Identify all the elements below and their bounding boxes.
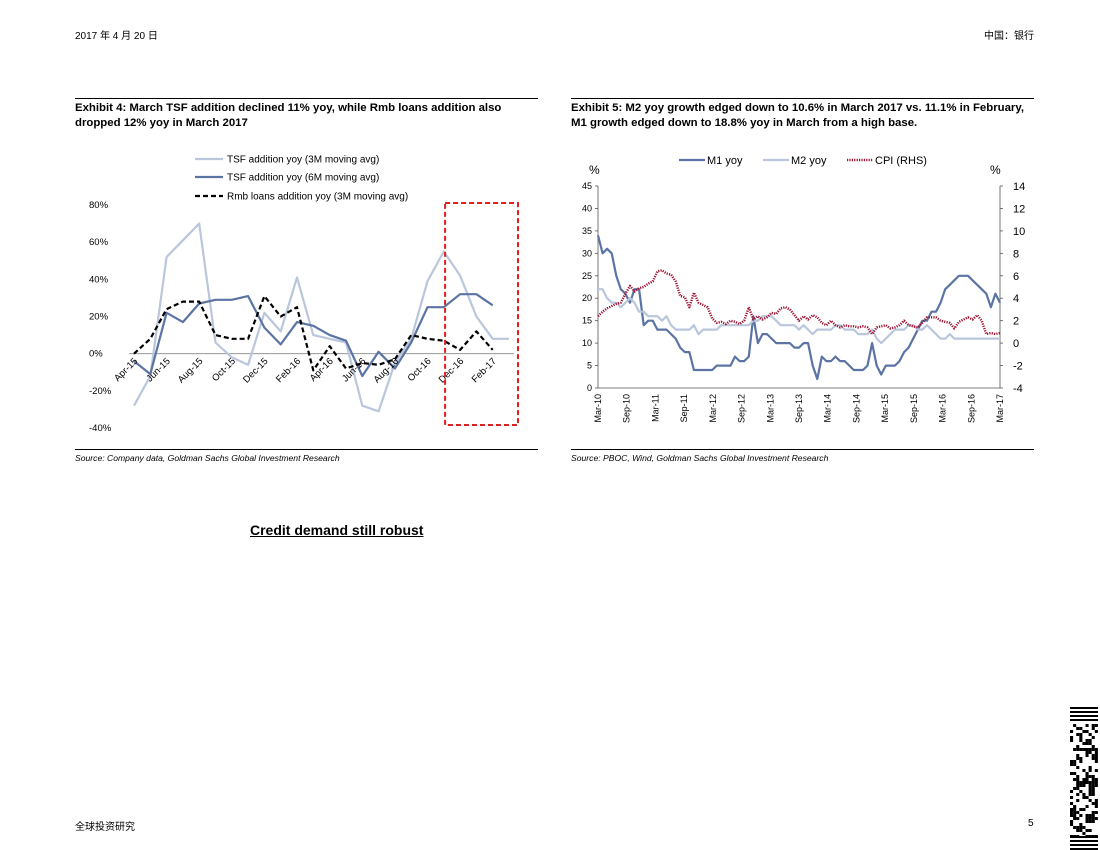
y-tick-label: 0 bbox=[587, 383, 592, 393]
exhibit-5: Exhibit 5: M2 yoy growth edged down to 1… bbox=[571, 98, 1034, 131]
x-tick-label: Apr-15 bbox=[112, 356, 140, 384]
y-tick-label: 10 bbox=[582, 338, 592, 348]
y-tick-label: 45 bbox=[582, 181, 592, 191]
legend-label-1: M1 yoy bbox=[707, 155, 743, 167]
y-right-axis-unit: % bbox=[990, 163, 1001, 177]
exhibit-4: Exhibit 4: March TSF addition declined 1… bbox=[75, 98, 538, 131]
x-tick-label: Mar-11 bbox=[650, 394, 660, 422]
y-right-tick-label: 2 bbox=[1013, 316, 1019, 328]
x-tick-label: Dec-16 bbox=[437, 356, 466, 385]
y-right-tick-label: 12 bbox=[1013, 203, 1025, 215]
exhibit-4-source: Source: Company data, Goldman Sachs Glob… bbox=[75, 449, 538, 463]
x-tick-label: Mar-12 bbox=[708, 394, 718, 423]
y-tick-label: 20 bbox=[582, 293, 592, 303]
y-axis-unit: % bbox=[589, 163, 600, 177]
y-right-tick-label: 10 bbox=[1013, 226, 1025, 238]
section-heading: Credit demand still robust bbox=[250, 522, 424, 538]
series-line-2 bbox=[598, 288, 1000, 345]
x-tick-label: Aug-15 bbox=[176, 356, 205, 385]
series-line-3 bbox=[597, 269, 1001, 336]
x-tick-label: Apr-16 bbox=[308, 356, 336, 384]
series-line-2 bbox=[133, 293, 494, 378]
y-tick-label: -20% bbox=[89, 386, 112, 397]
y-tick-label: 35 bbox=[582, 226, 592, 236]
legend-label-3: CPI (RHS) bbox=[875, 155, 927, 167]
money-supply-chart: 0 5 10 15 20 25 30 35 40 45 -4 -2 0 2 4 6 8 10 12 14% % Mar-1… bbox=[582, 155, 1025, 423]
x-tick-label: Sep-11 bbox=[679, 394, 689, 422]
y-tick-label: 25 bbox=[582, 271, 592, 281]
x-tick-label: Sep-14 bbox=[851, 394, 861, 423]
x-tick-label: Jun-15 bbox=[144, 356, 172, 384]
footer-label: 全球投资研究 bbox=[75, 822, 135, 833]
qr-code-icon bbox=[1068, 707, 1100, 850]
x-tick-label: Feb-16 bbox=[274, 356, 303, 385]
highlight-box bbox=[444, 202, 519, 426]
legend-label-2: M2 yoy bbox=[791, 155, 827, 167]
exhibit-4-title: Exhibit 4: March TSF addition declined 1… bbox=[75, 102, 502, 129]
y-right-tick-label: 14 bbox=[1013, 181, 1025, 193]
x-tick-label: Mar-10 bbox=[593, 394, 603, 423]
y-tick-label: 15 bbox=[582, 316, 592, 326]
page-number: 5 bbox=[1028, 818, 1034, 829]
sector-label: 中国：银行 bbox=[984, 31, 1034, 42]
x-tick-label: Oct-16 bbox=[406, 356, 434, 384]
y-right-tick-label: 6 bbox=[1013, 271, 1019, 283]
y-right-tick-label: 0 bbox=[1013, 338, 1019, 350]
y-tick-label: 30 bbox=[582, 248, 592, 258]
y-right-tick-label: -2 bbox=[1013, 361, 1023, 373]
series-line-1 bbox=[596, 235, 1001, 381]
x-tick-label: Mar-13 bbox=[765, 394, 775, 423]
y-tick-label: 40% bbox=[89, 274, 109, 285]
y-tick-label: 5 bbox=[587, 361, 592, 371]
tsf-chart: 80% 60% 40% 20% 0% -20% -40% Apr-15 Jun-15 Aug-15… bbox=[89, 155, 519, 434]
legend-label-3: Rmb loans addition yoy (3M moving avg) bbox=[227, 192, 408, 203]
x-tick-label: Oct-15 bbox=[210, 356, 238, 384]
x-tick-label: Mar-17 bbox=[995, 394, 1005, 423]
x-tick-label: Sep-16 bbox=[966, 394, 976, 423]
x-tick-label: Mar-14 bbox=[823, 394, 833, 423]
y-right-tick-label: 4 bbox=[1013, 293, 1019, 305]
x-tick-label: Sep-12 bbox=[737, 394, 747, 423]
report-date: 2017 年 4 月 20 日 bbox=[75, 31, 158, 42]
x-tick-label: Sep-10 bbox=[622, 394, 632, 423]
y-tick-label: 40 bbox=[582, 203, 592, 213]
y-right-tick-label: 8 bbox=[1013, 248, 1019, 260]
y-tick-label: 60% bbox=[89, 237, 109, 248]
x-tick-label: Sep-15 bbox=[909, 394, 919, 423]
y-tick-label: 0% bbox=[89, 349, 103, 360]
y-tick-label: 20% bbox=[89, 312, 109, 323]
y-right-tick-label: -4 bbox=[1013, 383, 1023, 395]
x-tick-label: Dec-15 bbox=[241, 356, 270, 385]
series-line-1 bbox=[133, 222, 509, 413]
x-tick-label: Sep-13 bbox=[794, 394, 804, 423]
legend-label-1: TSF addition yoy (3M moving avg) bbox=[227, 155, 379, 166]
exhibit-5-title: Exhibit 5: M2 yoy growth edged down to 1… bbox=[571, 102, 1025, 129]
x-tick-label: Mar-15 bbox=[880, 394, 890, 423]
exhibit-5-source: Source: PBOC, Wind, Goldman Sachs Global… bbox=[571, 449, 1034, 463]
x-tick-label: Mar-16 bbox=[938, 394, 948, 423]
y-tick-label: 80% bbox=[89, 200, 109, 211]
y-tick-label: -40% bbox=[89, 423, 112, 434]
series-line-3 bbox=[133, 295, 494, 372]
x-tick-label: Feb-17 bbox=[470, 356, 499, 385]
legend-label-2: TSF addition yoy (6M moving avg) bbox=[227, 173, 379, 184]
